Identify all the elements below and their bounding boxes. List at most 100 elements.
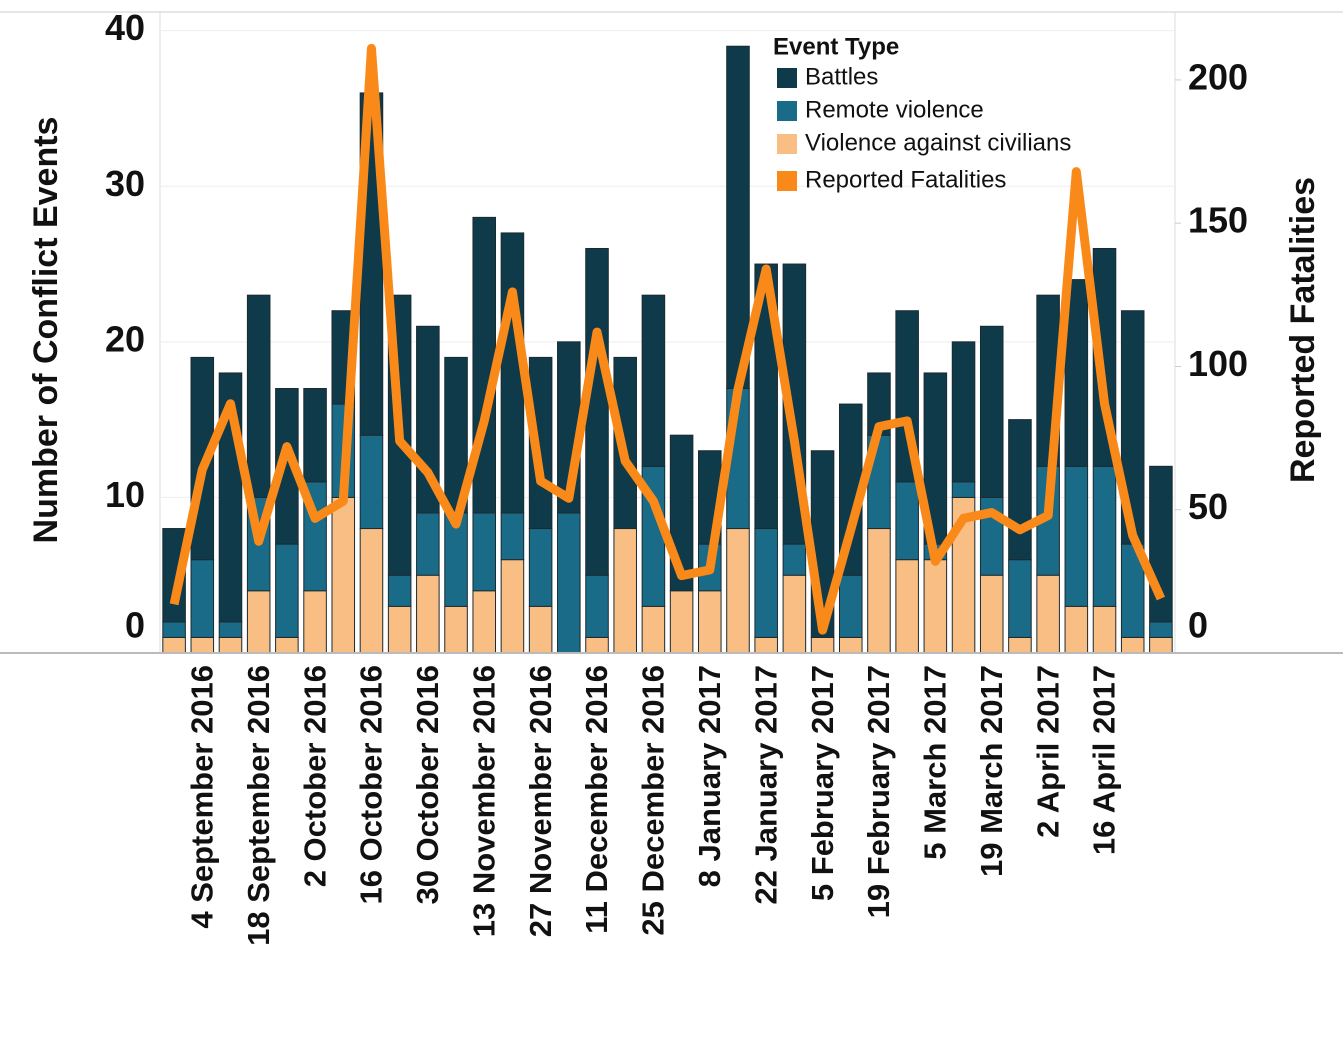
bar-segment [190,636,215,654]
x-tick-label: 5 March 2017 [918,665,953,860]
bar-segment [218,621,243,638]
bar-segment [303,590,327,654]
bar-segment [669,590,694,654]
x-tick-label: 4 September 2016 [184,665,219,929]
bar-segment [246,590,271,654]
legend-label: Violence against civilians [805,129,1071,156]
x-tick-label: 19 February 2017 [861,665,896,918]
bar-segment [528,528,553,607]
bar-segment [444,605,468,654]
bar-segment [359,434,384,530]
bar-segment [359,528,384,654]
y2-tick-label: 200 [1188,56,1248,97]
bar-segment [641,294,666,467]
bar-segment [528,605,553,654]
bar-segment [416,574,440,654]
bar-segment [331,496,356,654]
bar-segment [500,559,525,654]
legend-swatch [777,101,797,121]
bar-segment [867,528,891,654]
x-tick-label: 27 November 2016 [523,665,558,937]
bar-segment [190,559,215,638]
bar-segment [557,512,581,654]
bar-segment [1008,419,1032,561]
bar-segment [641,605,666,654]
x-tick-label: 2 October 2016 [297,665,332,887]
bar-segment [754,636,778,654]
y-tick-label: 10 [105,474,145,515]
x-tick-label: 22 January 2017 [748,665,783,905]
bar-segment [754,528,778,638]
x-tick-label: 25 December 2016 [636,665,671,936]
bar-segment [838,574,863,638]
x-tick-label: 18 September 2016 [241,665,276,946]
bar-segment [1092,605,1117,654]
bar-segment [275,636,299,654]
bar-segment [585,574,609,638]
bar-segment [838,636,863,654]
bar-segment [275,543,299,638]
legend-title: Event Type [773,33,899,60]
y-tick-label: 20 [105,318,145,359]
y-tick-label: 0 [125,605,145,646]
bar-segment [1149,636,1173,654]
bar-segment [472,512,497,592]
y-tick-label: 40 [105,7,145,48]
bar-segment [1008,636,1032,654]
bar-segment [218,636,243,654]
bar-segment [1064,465,1089,607]
legend-label: Battles [805,63,878,90]
legend-swatch [777,171,797,191]
bar-segment [979,325,1004,498]
bar-segment [387,605,412,654]
legend-swatch [777,68,797,88]
bar-segment [387,574,412,607]
bar-segment [895,559,919,654]
bar-segment [1092,465,1117,607]
y-axis-title: Number of Conflict Events [27,117,65,544]
bar-segment [923,559,948,654]
y2-tick-label: 150 [1188,200,1248,241]
bar-segment [416,512,440,576]
bar-segment [951,341,976,483]
fatalities-line [169,43,1166,635]
bar-segment [162,636,186,654]
bar-segment [726,528,750,654]
bar-segment [698,590,722,654]
bar-segment [500,512,525,561]
bar-segment [585,247,609,576]
x-tick-label: 16 October 2016 [354,665,389,905]
bar-segment [782,543,807,576]
x-tick-label: 30 October 2016 [410,665,445,905]
bar-segment [1120,636,1145,654]
x-tick-label: 13 November 2016 [466,665,501,937]
bar-segment [585,636,609,654]
y2-tick-label: 0 [1188,605,1208,646]
bar-segment [303,388,327,483]
bar-segment [246,294,271,498]
bar-segment [782,574,807,654]
bar-segment [895,481,919,561]
y2-tick-label: 50 [1188,486,1228,527]
x-tick-label: 19 March 2017 [974,665,1009,877]
x-tick-label: 2 April 2017 [1030,665,1065,838]
y2-tick-label: 100 [1188,343,1248,384]
bar-segment [979,574,1004,654]
x-tick-label: 11 December 2016 [579,665,614,934]
y2-axis-title: Reported Fatalities [1284,177,1322,483]
x-tick-label: 16 April 2017 [1087,665,1122,855]
bar-segment [951,481,976,498]
bar-segment [1064,605,1089,654]
bar-segment [1036,574,1060,654]
y-tick-label: 30 [105,163,145,204]
legend-swatch [777,134,797,154]
legend-label: Reported Fatalities [805,166,1006,193]
legend-label: Remote violence [805,96,984,123]
bar-segment [810,636,835,654]
bar-segment [472,590,497,654]
x-tick-label: 5 February 2017 [805,665,840,901]
x-tick-label: 8 January 2017 [692,665,727,887]
bar-segment [1008,559,1032,638]
bar-segment [1064,279,1089,467]
